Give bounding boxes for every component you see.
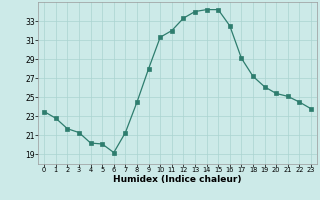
X-axis label: Humidex (Indice chaleur): Humidex (Indice chaleur)	[113, 175, 242, 184]
